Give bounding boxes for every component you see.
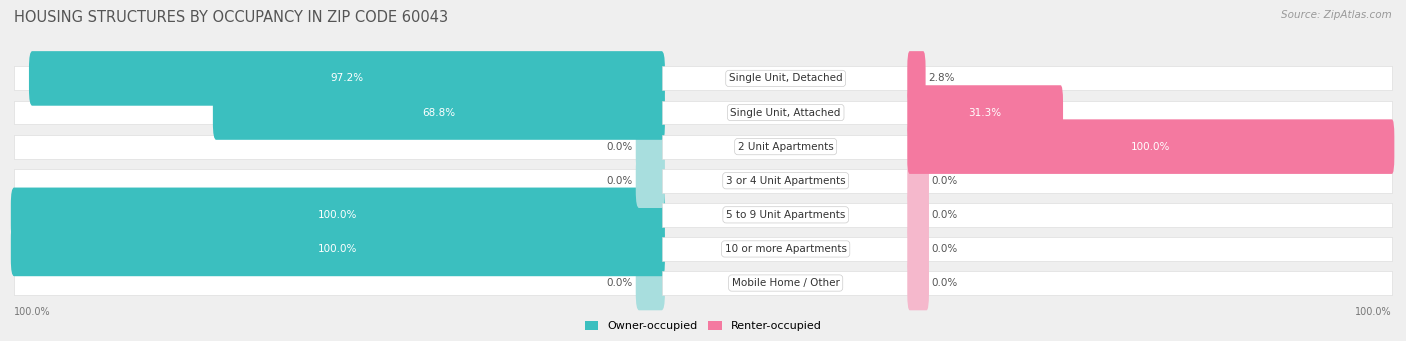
- FancyBboxPatch shape: [662, 203, 910, 227]
- FancyBboxPatch shape: [636, 256, 665, 310]
- FancyBboxPatch shape: [910, 169, 1392, 193]
- FancyBboxPatch shape: [907, 153, 929, 208]
- FancyBboxPatch shape: [907, 119, 1395, 174]
- FancyBboxPatch shape: [212, 85, 665, 140]
- Text: 2.8%: 2.8%: [928, 73, 955, 84]
- FancyBboxPatch shape: [662, 169, 910, 193]
- FancyBboxPatch shape: [662, 271, 910, 295]
- FancyBboxPatch shape: [11, 222, 665, 276]
- Text: 68.8%: 68.8%: [422, 107, 456, 118]
- Text: 100.0%: 100.0%: [1355, 307, 1392, 317]
- Text: 5 to 9 Unit Apartments: 5 to 9 Unit Apartments: [725, 210, 845, 220]
- FancyBboxPatch shape: [14, 237, 662, 261]
- Text: 0.0%: 0.0%: [606, 278, 633, 288]
- Text: Source: ZipAtlas.com: Source: ZipAtlas.com: [1281, 10, 1392, 20]
- FancyBboxPatch shape: [30, 51, 665, 106]
- FancyBboxPatch shape: [14, 135, 662, 159]
- FancyBboxPatch shape: [907, 51, 925, 106]
- Text: 2 Unit Apartments: 2 Unit Apartments: [738, 142, 834, 152]
- Text: 0.0%: 0.0%: [606, 176, 633, 186]
- Text: 100.0%: 100.0%: [1130, 142, 1171, 152]
- FancyBboxPatch shape: [662, 101, 910, 124]
- FancyBboxPatch shape: [14, 169, 662, 193]
- Text: 100.0%: 100.0%: [318, 210, 357, 220]
- Text: 0.0%: 0.0%: [606, 142, 633, 152]
- FancyBboxPatch shape: [907, 85, 1063, 140]
- FancyBboxPatch shape: [662, 66, 910, 90]
- Text: Single Unit, Detached: Single Unit, Detached: [728, 73, 842, 84]
- Text: 3 or 4 Unit Apartments: 3 or 4 Unit Apartments: [725, 176, 845, 186]
- FancyBboxPatch shape: [907, 188, 929, 242]
- FancyBboxPatch shape: [907, 256, 929, 310]
- FancyBboxPatch shape: [14, 66, 662, 90]
- Text: 97.2%: 97.2%: [330, 73, 364, 84]
- Legend: Owner-occupied, Renter-occupied: Owner-occupied, Renter-occupied: [581, 316, 825, 336]
- FancyBboxPatch shape: [14, 271, 662, 295]
- FancyBboxPatch shape: [910, 66, 1392, 90]
- Text: 100.0%: 100.0%: [318, 244, 357, 254]
- Text: 10 or more Apartments: 10 or more Apartments: [724, 244, 846, 254]
- Text: 0.0%: 0.0%: [931, 244, 957, 254]
- FancyBboxPatch shape: [910, 203, 1392, 227]
- Text: Mobile Home / Other: Mobile Home / Other: [731, 278, 839, 288]
- Text: 0.0%: 0.0%: [931, 210, 957, 220]
- Text: HOUSING STRUCTURES BY OCCUPANCY IN ZIP CODE 60043: HOUSING STRUCTURES BY OCCUPANCY IN ZIP C…: [14, 10, 449, 25]
- FancyBboxPatch shape: [662, 237, 910, 261]
- Text: 100.0%: 100.0%: [14, 307, 51, 317]
- FancyBboxPatch shape: [910, 135, 1392, 159]
- FancyBboxPatch shape: [662, 135, 910, 159]
- FancyBboxPatch shape: [636, 119, 665, 174]
- FancyBboxPatch shape: [14, 203, 662, 227]
- FancyBboxPatch shape: [636, 153, 665, 208]
- Text: Single Unit, Attached: Single Unit, Attached: [731, 107, 841, 118]
- FancyBboxPatch shape: [910, 271, 1392, 295]
- FancyBboxPatch shape: [907, 222, 929, 276]
- Text: 31.3%: 31.3%: [969, 107, 1001, 118]
- FancyBboxPatch shape: [14, 101, 662, 124]
- FancyBboxPatch shape: [910, 237, 1392, 261]
- Text: 0.0%: 0.0%: [931, 278, 957, 288]
- FancyBboxPatch shape: [910, 101, 1392, 124]
- FancyBboxPatch shape: [11, 188, 665, 242]
- Text: 0.0%: 0.0%: [931, 176, 957, 186]
